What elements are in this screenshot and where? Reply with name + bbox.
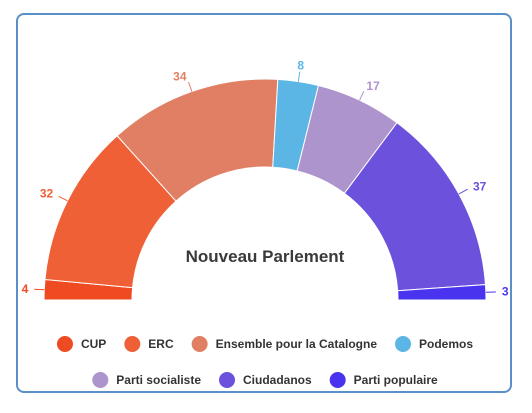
- legend-label: Parti populaire: [354, 373, 438, 387]
- legend-swatch: [92, 372, 109, 388]
- connector-podemos: [297, 71, 301, 82]
- label-parti-populaire: 3: [502, 285, 509, 299]
- label-parti-socialiste: 17: [366, 79, 380, 93]
- legend-swatch: [329, 372, 346, 388]
- legend-label: Ensemble pour la Catalogne: [216, 337, 378, 351]
- label-connectors: [34, 71, 496, 293]
- label-ciudadanos: 37: [473, 179, 487, 193]
- legend-label: Ciudadanos: [243, 373, 312, 387]
- legend-item-parti-populaire[interactable]: Parti populaire: [329, 372, 438, 388]
- legend-swatch: [219, 372, 236, 388]
- legend-label: CUP: [81, 337, 106, 351]
- connector-erc: [58, 195, 68, 202]
- label-erc: 32: [40, 187, 54, 201]
- label-ensemble-pour-la-catalogne: 34: [173, 69, 187, 83]
- segment-labels: 4 32 34 8 17 37 3: [22, 59, 509, 299]
- connector-ciudadanos: [458, 188, 468, 195]
- legend-item-ciudadanos[interactable]: Ciudadanos: [219, 372, 312, 388]
- label-podemos: 8: [297, 59, 304, 73]
- segment-parti-populaire: [397, 284, 487, 301]
- connector-parti-socialiste: [359, 91, 365, 101]
- legend-swatch: [124, 336, 141, 352]
- legend-item-podemos[interactable]: Podemos: [395, 336, 473, 352]
- legend-label: Parti socialiste: [116, 373, 201, 387]
- legend-label: Podemos: [419, 337, 473, 351]
- legend-swatch: [191, 336, 208, 352]
- legend-item-ensemble-pour-la-catalogne[interactable]: Ensemble pour la Catalogne: [191, 336, 378, 352]
- chart-segments: [43, 78, 487, 301]
- legend-label: ERC: [148, 337, 174, 351]
- legend-swatch: [395, 336, 412, 352]
- legend-swatch: [56, 336, 73, 352]
- chart-title: Nouveau Parlement: [186, 247, 345, 266]
- legend-item-erc[interactable]: ERC: [124, 336, 174, 352]
- legend-item-cup[interactable]: CUP: [56, 336, 106, 352]
- connector-ensemble-pour-la-catalogne: [188, 81, 193, 92]
- legend-item-parti-socialiste[interactable]: Parti socialiste: [92, 372, 201, 388]
- label-cup: 4: [22, 282, 29, 296]
- legend: CUP ERC Ensemble pour la Catalogne Podemos P…: [56, 336, 473, 388]
